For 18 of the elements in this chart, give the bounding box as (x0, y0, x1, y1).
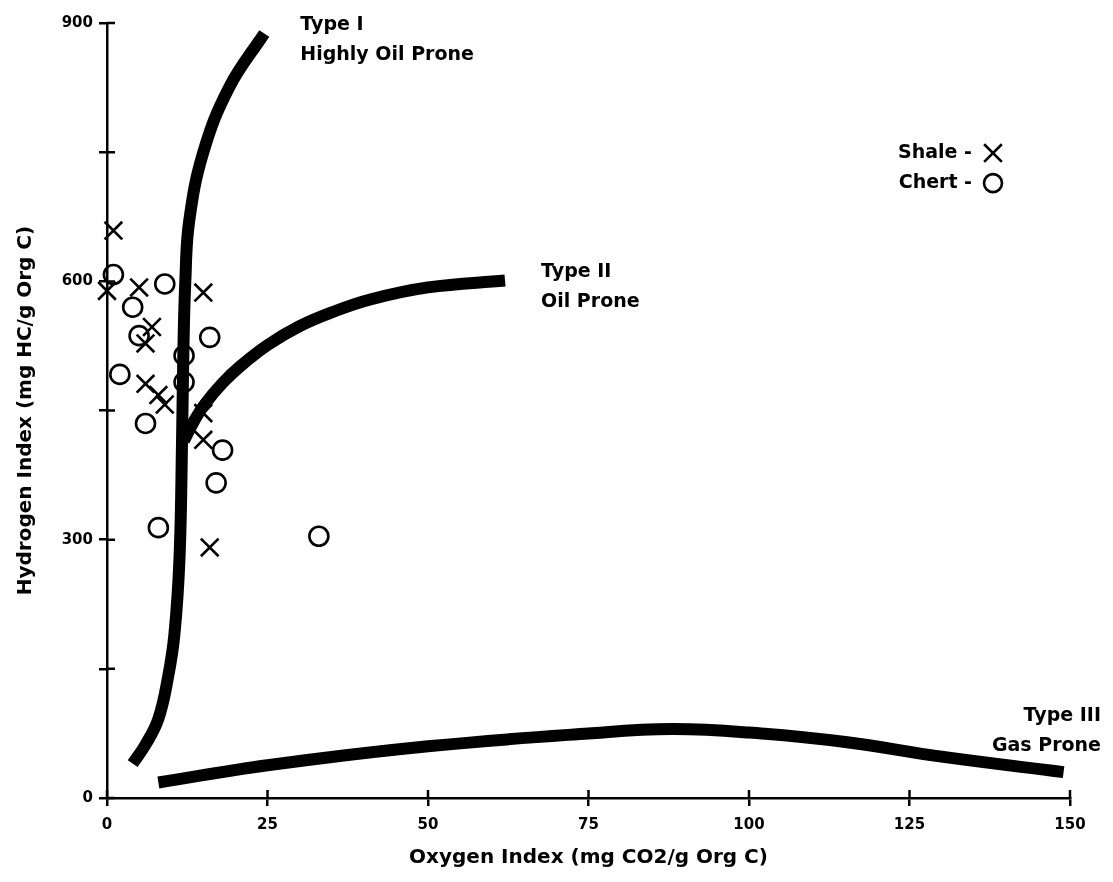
x-tick-label: 50 (417, 814, 439, 833)
x-tick-label: 25 (257, 814, 278, 833)
y-tick-label: 300 (61, 529, 93, 548)
x-tick-label: 150 (1054, 814, 1086, 833)
x-tick-label: 75 (578, 814, 599, 833)
y-tick-label: 600 (61, 271, 93, 290)
y-tick-label: 900 (61, 12, 93, 31)
series-label: Type I Highly Oil Prone (300, 12, 474, 65)
x-axis-title: Oxygen Index (mg CO2/g Org C) (409, 844, 768, 869)
series-label: Type II Oil Prone (541, 259, 640, 312)
x-tick-label: 100 (733, 814, 765, 833)
x-tick-label: 125 (893, 814, 926, 833)
x-tick-label: 0 (101, 814, 113, 833)
series-label: Type III Gas Prone (991, 703, 1101, 756)
y-axis-title: Hydrogen Index (mg HC/g Org C) (12, 225, 37, 596)
legend-label: Chert - (898, 170, 972, 193)
y-tick-label: 0 (82, 787, 93, 806)
legend-label: Shale - (898, 140, 973, 163)
